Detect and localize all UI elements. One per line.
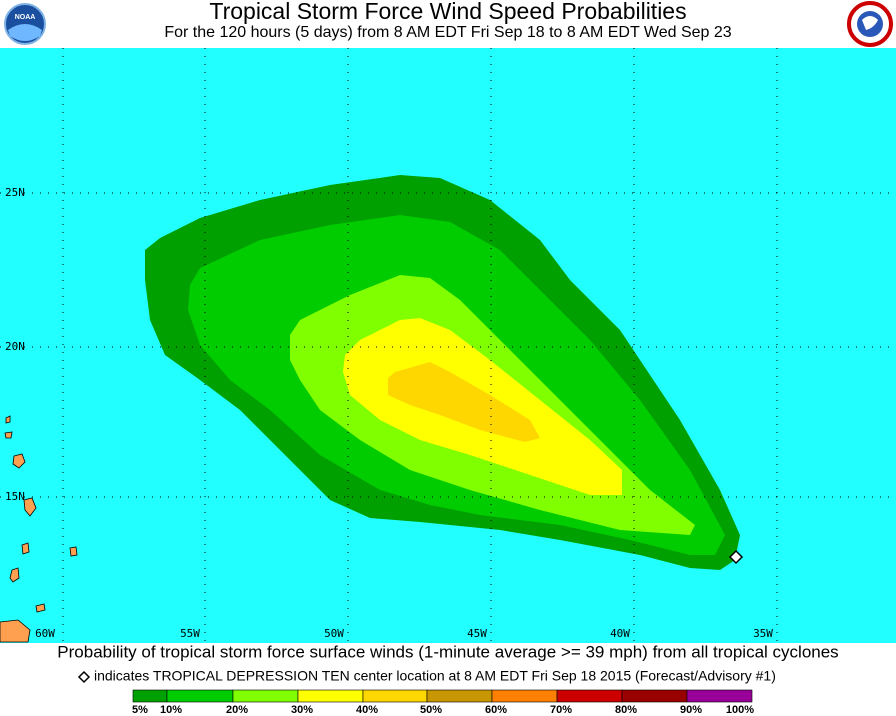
note: indicates TROPICAL DEPRESSION TEN center… (94, 668, 776, 684)
contour-40 (388, 362, 540, 442)
legend-label: 70% (550, 704, 572, 716)
islands (0, 415, 78, 643)
legend-swatch (621, 689, 688, 703)
svg-text:NOAA: NOAA (15, 14, 36, 21)
legend-swatch (232, 689, 299, 703)
legend-label: 30% (291, 704, 313, 716)
lat-label: 25N (5, 186, 25, 199)
lon-label: 40W (610, 627, 630, 640)
lon-label: 55W (180, 627, 200, 640)
legend-label: 5% (132, 704, 148, 716)
lon-label: 35W (753, 627, 773, 640)
legend-label: 80% (615, 704, 637, 716)
lon-label: 45W (467, 627, 487, 640)
lat-label: 15N (5, 490, 25, 503)
lat-label: 20N (5, 340, 25, 353)
legend-label: 90% (680, 704, 702, 716)
graticule (0, 48, 896, 642)
title: Tropical Storm Force Wind Speed Probabil… (209, 0, 686, 24)
legend-swatch (686, 689, 753, 703)
subtitle: For the 120 hours (5 days) from 8 AM EDT… (164, 24, 731, 41)
legend-label: 40% (356, 704, 378, 716)
legend-swatch (491, 689, 558, 703)
legend: 5% 10% 20% 30% 40% 50% 60% 70% 80% 90% 100% (132, 689, 754, 716)
legend-label: 50% (420, 704, 442, 716)
legend-swatch (362, 689, 428, 703)
legend-swatch (132, 689, 168, 703)
caption: Probability of tropical storm force surf… (57, 642, 838, 661)
lon-label: 50W (324, 627, 344, 640)
probability-contours (145, 175, 740, 570)
legend-swatch (556, 689, 623, 703)
note-diamond (77, 670, 91, 684)
legend-swatch (166, 689, 234, 703)
legend-swatch (297, 689, 364, 703)
legend-label: 10% (160, 704, 182, 716)
noaa-logo: NOAA (4, 3, 46, 45)
lon-label: 60W (35, 627, 55, 640)
legend-label: 20% (226, 704, 248, 716)
legend-label: 100% (726, 704, 754, 716)
storm-center (728, 549, 744, 565)
nws-logo (847, 1, 893, 47)
legend-swatch (426, 689, 493, 703)
legend-label: 60% (485, 704, 507, 716)
